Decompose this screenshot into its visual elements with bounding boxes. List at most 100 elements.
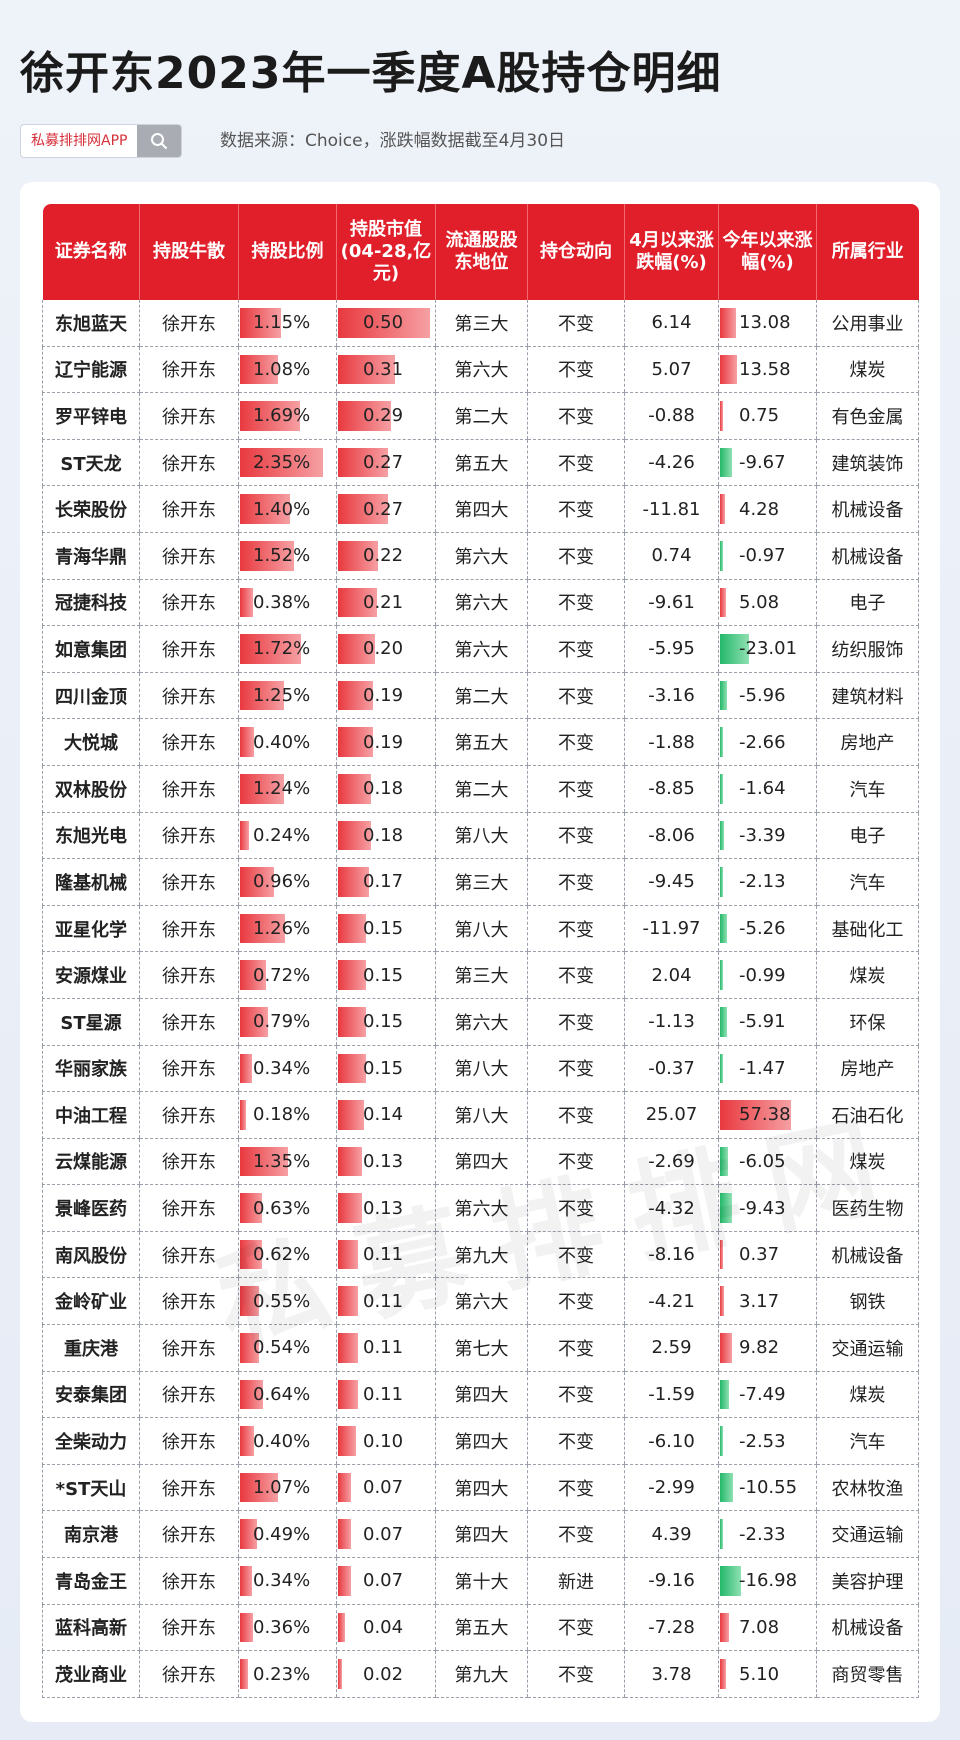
april-change: -8.06: [624, 812, 719, 860]
table-row: 如意集团 徐开东 1.72% 0.20 第六大 不变 -5.95 -23.01 纺织服饰: [42, 625, 919, 673]
table-row: 蓝科高新 徐开东 0.36% 0.04 第五大 不变 -7.28 7.08 机械设备: [42, 1604, 919, 1652]
market-value-bar: [338, 867, 370, 897]
holding-ratio-bar: [240, 1379, 263, 1410]
april-change: -4.21: [624, 1277, 719, 1326]
holding-ratio-bar: [240, 447, 324, 478]
market-value-value: 0.27: [363, 498, 404, 520]
holding-ratio-value: 0.63%: [253, 1197, 311, 1219]
holding-ratio-bar: [240, 820, 249, 851]
market-value: 0.31: [336, 346, 436, 394]
holding-ratio-bar: [240, 1286, 260, 1317]
holding-action: 不变: [527, 812, 625, 860]
market-value: 0.15: [336, 905, 436, 953]
table-row: 东旭蓝天 徐开东 1.15% 0.50 第三大 不变 6.14 13.08 公用事业: [42, 300, 919, 347]
market-value-bar: [338, 1053, 366, 1084]
holder-name: 徐开东: [139, 951, 239, 999]
market-value-value: 0.04: [363, 1616, 404, 1638]
holding-ratio: 0.40%: [238, 718, 337, 766]
holding-ratio-bar: [240, 1519, 258, 1550]
ytd-change-bar: [720, 634, 749, 664]
ytd-change: 13.58: [718, 346, 817, 394]
shareholder-rank: 第二大: [435, 765, 528, 813]
holder-name: 徐开东: [139, 346, 239, 394]
ytd-change: -1.47: [718, 1045, 817, 1093]
market-value-value: 0.11: [363, 1244, 404, 1266]
ytd-change-value: -9.67: [739, 452, 786, 474]
holding-ratio: 1.69%: [238, 392, 337, 440]
data-source-note: 数据来源：Choice，涨跌幅数据截至4月30日: [220, 131, 566, 151]
holding-ratio-value: 0.40%: [253, 1430, 311, 1452]
table-row: *ST天山 徐开东 1.07% 0.07 第四大 不变 -2.99 -10.55 农林牧渔: [42, 1464, 919, 1512]
holding-action: 不变: [527, 998, 625, 1046]
ytd-change-bar: [720, 1146, 728, 1177]
shareholder-rank: 第四大: [435, 1417, 528, 1465]
industry: 煤炭: [816, 1138, 919, 1186]
market-value-bar: [338, 540, 379, 571]
holding-ratio: 0.18%: [238, 1091, 337, 1139]
holding-ratio: 0.49%: [238, 1510, 337, 1559]
industry: 建筑材料: [816, 672, 919, 720]
shareholder-rank: 第四大: [435, 1371, 528, 1419]
holder-name: 徐开东: [139, 1138, 239, 1186]
ytd-change-bar: [720, 820, 725, 851]
security-name: 景峰医药: [42, 1184, 140, 1232]
holding-ratio-value: 0.36%: [253, 1616, 311, 1638]
ytd-change: -1.64: [718, 765, 817, 813]
security-name: 大悦城: [42, 718, 140, 766]
brand-search-box[interactable]: 私募排排网APP: [20, 124, 183, 158]
april-change: -9.16: [624, 1557, 719, 1605]
holding-ratio-bar: [240, 1100, 247, 1130]
market-value-value: 0.17: [363, 871, 404, 893]
holding-ratio-value: 1.69%: [253, 405, 311, 427]
holding-ratio-bar: [240, 1659, 249, 1689]
ytd-change-bar: [720, 680, 728, 711]
ytd-change: -23.01: [718, 625, 817, 673]
holder-name: 徐开东: [139, 1650, 239, 1698]
ytd-change-value: -5.26: [739, 918, 786, 940]
table-row: 安泰集团 徐开东 0.64% 0.11 第四大 不变 -1.59 -7.49 煤炭: [42, 1371, 919, 1419]
shareholder-rank: 第四大: [435, 1138, 528, 1186]
table-row: 亚星化学 徐开东 1.26% 0.15 第八大 不变 -11.97 -5.26 基础化工: [42, 905, 919, 953]
market-value-bar: [338, 308, 430, 338]
holding-ratio-value: 0.79%: [253, 1011, 311, 1033]
table-row: 全柴动力 徐开东 0.40% 0.10 第四大 不变 -6.10 -2.53 汽车: [42, 1417, 919, 1465]
header-shareholder-rank: 流通股股东地位: [435, 204, 528, 300]
holding-action: 不变: [527, 1417, 625, 1465]
industry: 钢铁: [816, 1277, 919, 1326]
holder-name: 徐开东: [139, 1557, 239, 1605]
holding-action: 不变: [527, 1510, 625, 1559]
market-value-value: 0.02: [363, 1663, 404, 1685]
holding-ratio: 1.40%: [238, 485, 337, 533]
ytd-change-value: 0.37: [739, 1244, 780, 1266]
holding-action: 不变: [527, 1277, 625, 1326]
ytd-change-bar: [720, 1100, 792, 1130]
holding-ratio-bar: [240, 680, 285, 711]
market-value-bar: [338, 680, 373, 711]
ytd-change: -7.49: [718, 1371, 817, 1419]
shareholder-rank: 第四大: [435, 1510, 528, 1559]
security-name: 东旭蓝天: [42, 300, 140, 347]
holding-ratio: 0.72%: [238, 951, 337, 999]
holder-name: 徐开东: [139, 392, 239, 440]
security-name: 长荣股份: [42, 485, 140, 533]
holder-name: 徐开东: [139, 485, 239, 533]
shareholder-rank: 第二大: [435, 392, 528, 440]
holding-ratio-bar: [240, 1053, 253, 1084]
ytd-change-bar: [720, 913, 727, 944]
industry: 农林牧渔: [816, 1464, 919, 1512]
holding-ratio: 0.96%: [238, 858, 337, 906]
holding-ratio-value: 0.54%: [253, 1337, 311, 1359]
april-change: 0.74: [624, 532, 719, 580]
table-row: 安源煤业 徐开东 0.72% 0.15 第三大 不变 2.04 -0.99 煤炭: [42, 951, 919, 999]
holder-name: 徐开东: [139, 812, 239, 860]
holding-action: 不变: [527, 1604, 625, 1652]
table-row: 华丽家族 徐开东 0.34% 0.15 第八大 不变 -0.37 -1.47 房地产: [42, 1045, 919, 1093]
ytd-change: 7.08: [718, 1604, 817, 1652]
shareholder-rank: 第四大: [435, 1464, 528, 1512]
holding-ratio-bar: [240, 727, 255, 757]
holder-name: 徐开东: [139, 1604, 239, 1652]
table-row: 景峰医药 徐开东 0.63% 0.13 第六大 不变 -4.32 -9.43 医药生物: [42, 1184, 919, 1232]
search-icon[interactable]: [137, 125, 182, 157]
ytd-change-bar: [720, 727, 724, 757]
ytd-change: -5.91: [718, 998, 817, 1046]
